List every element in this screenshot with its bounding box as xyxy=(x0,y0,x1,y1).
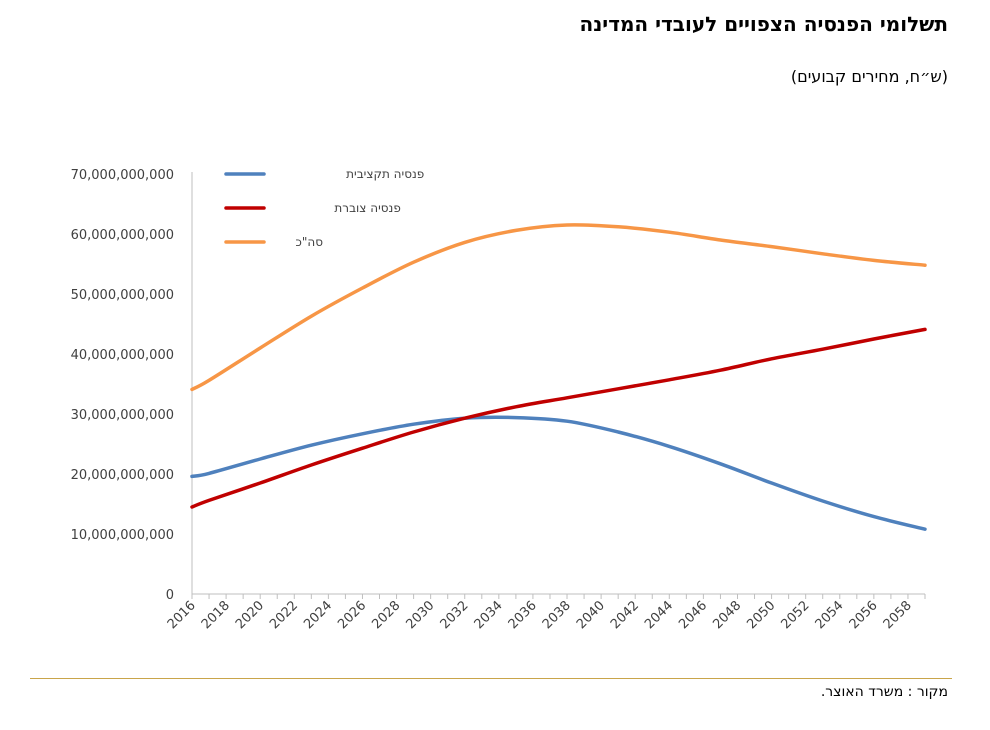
x-tick-label: 2032 xyxy=(438,598,472,632)
x-tick-label: 2042 xyxy=(608,598,642,632)
legend-label-funded-pension: פנסיה צוברת xyxy=(334,201,400,215)
x-tick-label: 2056 xyxy=(847,598,881,632)
chart-axes xyxy=(191,172,925,595)
y-axis-ticks: 0 10,000,000,000 20,000,000,000 30,000,000,… xyxy=(71,168,174,603)
x-tick-label: 2020 xyxy=(233,598,267,632)
y-tick-label: 30,000,000,000 xyxy=(71,408,174,423)
x-tick-label: 2024 xyxy=(301,598,335,632)
x-tick-label: 2028 xyxy=(369,598,403,632)
y-tick-label: 50,000,000,000 xyxy=(71,288,174,303)
series-line-total xyxy=(190,223,927,392)
x-tick-label: 2038 xyxy=(540,598,574,632)
x-tick-label: 2040 xyxy=(574,598,608,632)
page-title: תשלומי הפנסיה הצפויים לעובדי המדינה xyxy=(579,12,949,36)
x-tick-label: 2052 xyxy=(778,598,812,632)
x-tick-label: 2030 xyxy=(403,598,437,632)
page-subtitle: (ש״ח, מחירים קבועים) xyxy=(790,67,948,86)
source-note: מקור : משרד האוצר. xyxy=(820,684,948,700)
x-tick-label: 2044 xyxy=(642,598,676,632)
y-tick-label: 40,000,000,000 xyxy=(71,348,174,363)
series-lines xyxy=(190,223,927,531)
y-tick-label: 0 xyxy=(166,588,174,603)
footer-divider xyxy=(30,678,952,679)
series-line-funded-pension xyxy=(190,327,927,509)
y-tick-label: 20,000,000,000 xyxy=(71,468,174,483)
x-tick-label: 2022 xyxy=(267,598,301,632)
x-tick-label: 2046 xyxy=(676,598,710,632)
x-tick-label: 2016 xyxy=(165,598,199,632)
x-tick-label: 2054 xyxy=(813,598,847,632)
x-tick-label: 2058 xyxy=(881,598,915,632)
x-tick-label: 2048 xyxy=(710,598,744,632)
y-tick-label: 10,000,000,000 xyxy=(71,528,174,543)
x-tick-label: 2026 xyxy=(335,598,369,632)
x-axis-ticks: 2016 2018 2020 2022 2024 2026 2028 2030 2032 2034… xyxy=(165,594,926,632)
x-tick-label: 2036 xyxy=(506,598,540,632)
legend-label-budgetary-pension: פנסיה תקציבית xyxy=(346,167,424,181)
x-tick-label: 2050 xyxy=(744,598,778,632)
series-line-budgetary-pension xyxy=(190,415,927,531)
y-tick-label: 60,000,000,000 xyxy=(71,228,174,243)
y-tick-label: 70,000,000,000 xyxy=(71,168,174,183)
x-tick-label: 2034 xyxy=(472,598,506,632)
x-tick-label: 2018 xyxy=(199,598,233,632)
chart-legend: פנסיה תקציבית פנסיה צוברת סה"כ xyxy=(224,167,424,249)
legend-label-total: סה"כ xyxy=(296,235,324,249)
